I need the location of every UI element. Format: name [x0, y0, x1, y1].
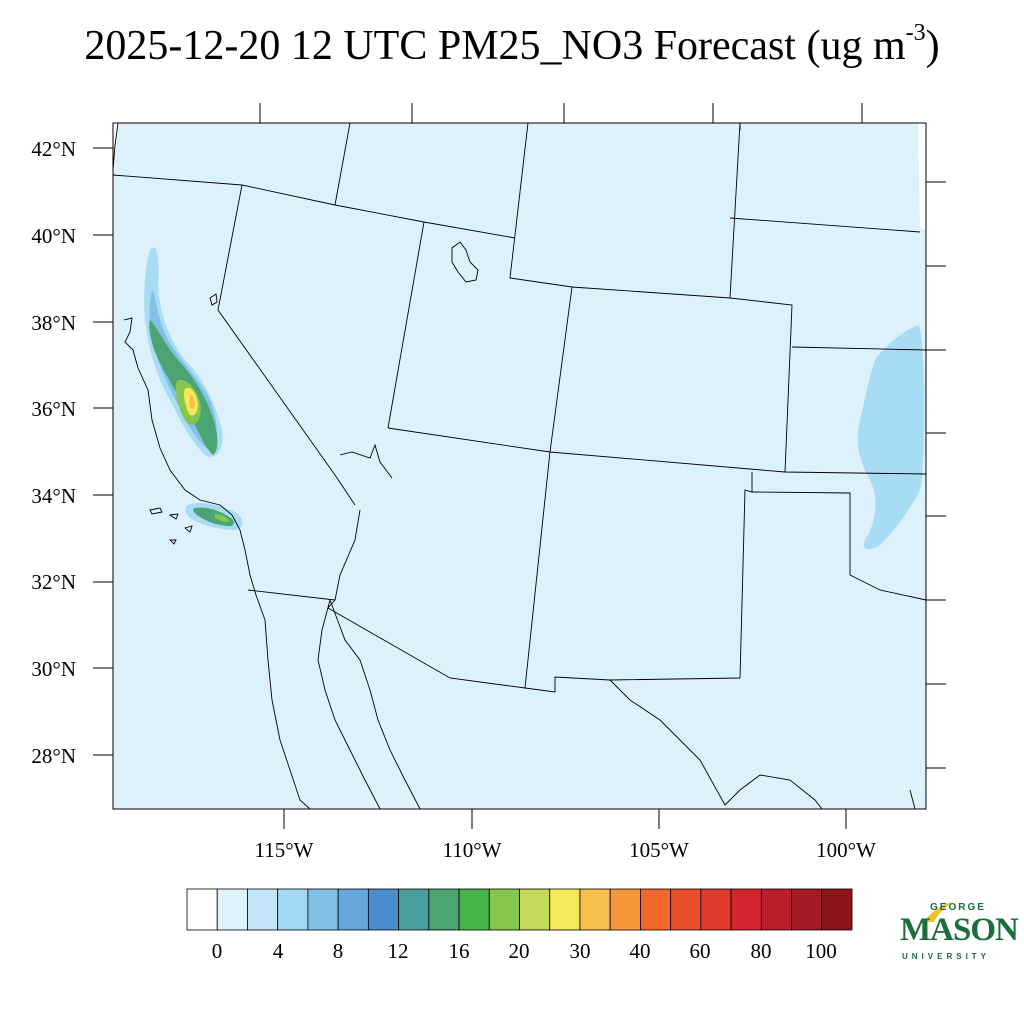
colorbar-label: 80	[751, 939, 772, 963]
colorbar-label: 8	[333, 939, 344, 963]
lon-label: 105°W	[629, 838, 689, 862]
colorbar-swatch	[428, 888, 460, 931]
lat-label: 38°N	[31, 311, 76, 335]
lat-label: 32°N	[31, 570, 76, 594]
colorbar-swatch	[398, 888, 430, 931]
colorbar-swatch	[821, 888, 853, 931]
colorbar-swatch	[609, 888, 641, 931]
map-background	[113, 123, 926, 809]
lon-label: 110°W	[443, 838, 502, 862]
latitude-labels: 42°N 40°N 38°N 36°N 34°N 32°N 30°N 28°N	[31, 137, 76, 768]
colorbar-swatch	[307, 888, 339, 931]
colorbar-label: 0	[212, 939, 223, 963]
colorbar-label: 12	[388, 939, 409, 963]
lat-label: 28°N	[31, 744, 76, 768]
map-frame	[112, 122, 927, 810]
plume-plains	[857, 325, 925, 550]
colorbar-swatch	[670, 888, 702, 931]
colorbar-swatch	[640, 888, 672, 931]
colorbar-swatch	[367, 888, 399, 931]
lat-label: 30°N	[31, 657, 76, 681]
idaho-wyoming-border	[334, 123, 351, 206]
lon-label: 100°W	[816, 838, 876, 862]
page-title: 2025-12-20 12 UTC PM25_NO3 Forecast (ug …	[0, 20, 1024, 70]
utah-wyoming-border	[509, 123, 573, 288]
colorbar	[186, 888, 853, 931]
colorbar-swatch	[579, 888, 611, 931]
colorbar-label: 30	[570, 939, 591, 963]
colorbar-label: 60	[690, 939, 711, 963]
colorbar-swatch	[186, 888, 218, 931]
boundaries	[113, 123, 926, 809]
newmexico-texas-border	[609, 489, 926, 681]
map-content	[113, 123, 926, 809]
plume-level-6	[189, 395, 195, 409]
california-mexico-border	[247, 509, 361, 609]
gmu-logo: GEORGE MASON UNIVERSITY	[896, 900, 1019, 970]
plume-la-3	[215, 514, 230, 522]
colorbar-swatch	[730, 888, 762, 931]
channel-islands	[149, 507, 193, 545]
oregon-border	[113, 174, 336, 206]
colorbar-swatch	[700, 888, 732, 931]
colorbar-swatch	[247, 888, 279, 931]
title-superscript: -3	[905, 20, 926, 46]
colorbar-labels: 0 4 8 12 16 20 30 40 60 80 100	[212, 939, 837, 963]
colorbar-swatch	[519, 888, 551, 931]
edge-strip	[918, 123, 926, 230]
utah-colorado-border	[549, 286, 573, 453]
gulf-california-coast	[317, 599, 421, 809]
logo-swoosh	[924, 902, 952, 922]
california-nevada-border	[217, 184, 356, 506]
colorbar-label: 16	[449, 939, 470, 963]
lake-tahoe	[209, 293, 218, 306]
nebraska-border	[729, 217, 926, 351]
concentration-plumes	[144, 247, 925, 550]
colorbar-swatch	[216, 888, 248, 931]
colorbar-swatch	[337, 888, 369, 931]
lat-label: 42°N	[31, 137, 76, 161]
arizona-newmexico-border	[524, 451, 551, 689]
colorbar-label: 20	[509, 939, 530, 963]
texas-east	[909, 789, 916, 809]
lat-label: 40°N	[31, 224, 76, 248]
rio-grande	[609, 679, 823, 809]
logo-mason: MASON	[900, 912, 1019, 948]
colorado-river	[339, 443, 393, 479]
arizona-mexico-border	[327, 607, 611, 693]
colorado-kansas-border	[729, 297, 793, 473]
longitude-labels: 115°W 110°W 105°W 100°W	[255, 838, 877, 862]
logo-george: GEORGE	[930, 902, 986, 913]
lon-label: 115°W	[255, 838, 314, 862]
colorbar-swatch	[277, 888, 309, 931]
title-text: 2025-12-20 12 UTC PM25_NO3 Forecast (ug …	[84, 23, 906, 69]
nevada-utah-border	[387, 221, 425, 429]
colorbar-swatch	[458, 888, 490, 931]
colorbar-swatch	[549, 888, 581, 931]
colorbar-label: 4	[273, 939, 284, 963]
title-close: )	[925, 23, 940, 69]
axis-ticks	[93, 103, 946, 829]
colorbar-label: 100	[805, 939, 837, 963]
colorbar-label: 40	[630, 939, 651, 963]
logo-university: UNIVERSITY	[902, 952, 991, 961]
colorbar-swatch	[488, 888, 520, 931]
great-salt-lake	[451, 241, 479, 283]
pacific-coastline	[113, 123, 311, 809]
colorbar-swatch	[791, 888, 823, 931]
four-corners-line	[387, 427, 926, 475]
colorbar-swatch	[760, 888, 792, 931]
lat-label: 34°N	[31, 484, 76, 508]
lat-label: 36°N	[31, 397, 76, 421]
